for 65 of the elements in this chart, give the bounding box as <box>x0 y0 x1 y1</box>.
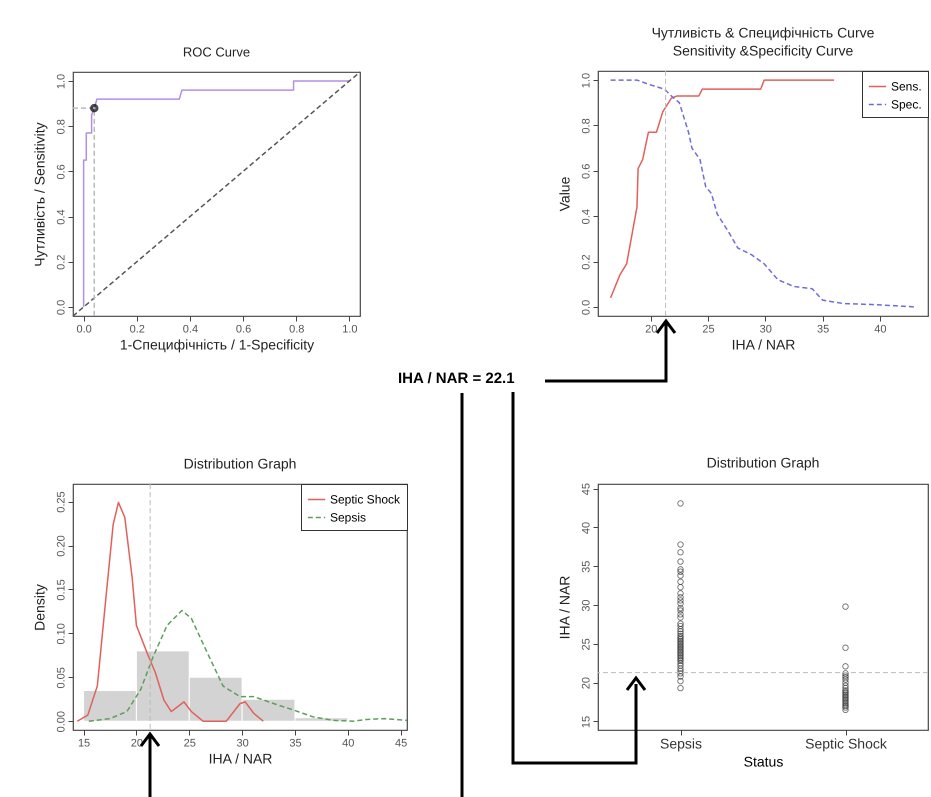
y-tick-label: 30 <box>580 599 592 612</box>
legend-label: Septic Shock <box>330 492 402 506</box>
y-tick-label: 0.15 <box>56 579 68 601</box>
x-tick-label: 35 <box>816 324 830 336</box>
x-tick-label: 0.8 <box>289 324 304 336</box>
y-axis-title: IHA / NAR <box>556 576 572 640</box>
y-tick-label: 15 <box>580 716 592 728</box>
line-series <box>610 79 835 299</box>
y-tick-label: 0.0 <box>56 300 68 316</box>
line-series <box>76 502 264 722</box>
x-tick-label: 40 <box>342 738 354 750</box>
chart-title: Distribution Graph <box>184 456 296 472</box>
y-tick-label: 25 <box>580 638 592 650</box>
x-axis-title: IHA / NAR <box>208 750 272 766</box>
legend-label: Spec. <box>891 98 922 112</box>
chart-title: Distribution Graph <box>706 454 820 471</box>
x-axis-title: IHA / NAR <box>732 336 796 352</box>
y-tick-label: 0.8 <box>56 119 68 134</box>
y-tick-label: 0.10 <box>56 623 68 645</box>
text: IHA / NAR = 22.1 <box>398 370 515 387</box>
x-tick-label: 40 <box>874 324 886 336</box>
x-tick-label: 25 <box>702 324 715 336</box>
y-tick-label: 0.05 <box>56 667 68 688</box>
y-tick-label: 0.20 <box>56 535 68 557</box>
legend-label: Sens. <box>891 80 922 94</box>
y-tick-label: 1.0 <box>580 72 592 88</box>
y-axis-title: Value <box>556 176 572 212</box>
x-tick-label: 0.4 <box>182 324 198 336</box>
x-tick-label: Septic Shock <box>805 736 888 752</box>
y-tick-label: 0.4 <box>56 209 68 225</box>
y-tick-label: 1.0 <box>56 74 68 90</box>
x-tick-label: 25 <box>184 738 196 750</box>
x-tick-label: 20 <box>645 324 658 336</box>
y-tick-label: 40 <box>580 522 592 534</box>
y-tick-label: 45 <box>580 483 592 496</box>
y-tick-label: 0.0 <box>580 300 592 316</box>
y-tick-label: 0.4 <box>580 209 592 224</box>
y-tick-label: 35 <box>580 560 592 573</box>
x-tick-label: 15 <box>78 738 90 750</box>
chart-subtitle: Sensitivity &Specificity Curve <box>672 42 854 58</box>
x-tick-label: Sepsis <box>660 736 702 752</box>
y-tick-label: 0.00 <box>56 711 68 732</box>
y-tick-label: 0.2 <box>56 254 68 270</box>
y-tick-label: 20 <box>580 677 592 690</box>
x-axis-title: 1-Специфічність / 1-Specificity <box>120 336 314 352</box>
y-axis-title: Чутливість / Sensitivity <box>32 122 48 267</box>
x-tick-label: 0.2 <box>130 324 145 336</box>
x-tick-label: 30 <box>236 738 249 750</box>
x-tick-label: 0.6 <box>236 324 252 336</box>
x-tick-label: 35 <box>289 738 302 750</box>
chart-title: Чутливість & Специфічність Curve <box>652 24 875 40</box>
legend-label: Sepsis <box>330 510 366 524</box>
y-tick-label: 0.6 <box>56 164 68 180</box>
line-series <box>88 610 408 722</box>
chart-title: ROC Curve <box>182 44 250 60</box>
y-axis-title: Density <box>32 584 48 631</box>
y-tick-label: 0.25 <box>56 491 68 513</box>
y-tick-label: 0.8 <box>580 118 592 134</box>
x-tick-label: 1.0 <box>342 324 358 336</box>
x-tick-label: 0.0 <box>76 324 92 336</box>
y-tick-label: 0.6 <box>580 164 592 179</box>
y-tick-label: 0.2 <box>580 254 592 270</box>
x-axis-title: Status <box>744 754 784 770</box>
x-tick-label: 45 <box>395 738 408 750</box>
x-tick-label: 30 <box>760 324 772 336</box>
